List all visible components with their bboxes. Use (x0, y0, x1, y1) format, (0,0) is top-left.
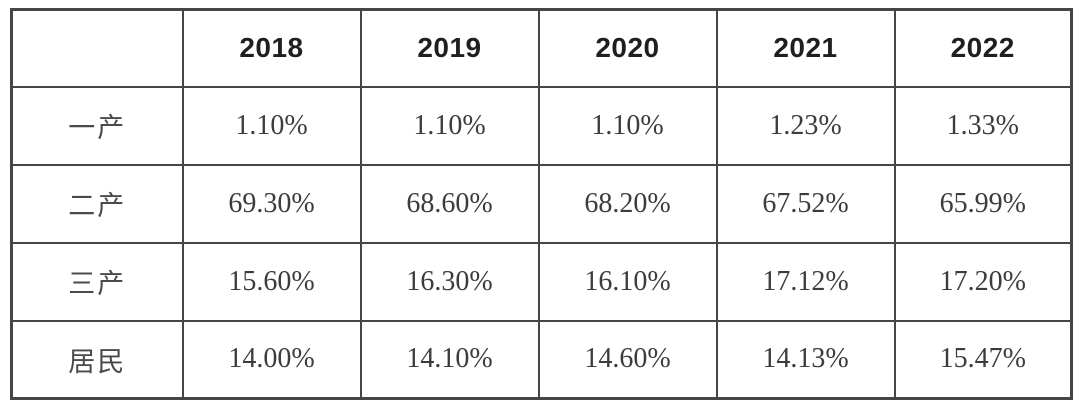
table-row-tertiary-industry: 三产 15.60% 16.30% 16.10% 17.12% 17.20% (10, 241, 1073, 322)
table-cell: 17.12% (715, 241, 896, 322)
data-table: 2018 2019 2020 2021 2022 一产 1.10% 1.10% … (10, 8, 1073, 400)
column-header-2020: 2020 (537, 8, 718, 88)
table-cell: 69.30% (181, 163, 362, 244)
row-label-tertiary-industry: 三产 (10, 241, 184, 322)
table-row-primary-industry: 一产 1.10% 1.10% 1.10% 1.23% 1.33% (10, 85, 1073, 166)
table-cell: 68.60% (359, 163, 540, 244)
table-cell: 14.10% (359, 319, 540, 400)
column-header-2018: 2018 (181, 8, 362, 88)
row-label-primary-industry: 一产 (10, 85, 184, 166)
table-cell: 1.10% (359, 85, 540, 166)
table-cell: 68.20% (537, 163, 718, 244)
table-cell: 14.13% (715, 319, 896, 400)
corner-cell (10, 8, 184, 88)
column-header-2022: 2022 (893, 8, 1073, 88)
table-cell: 16.10% (537, 241, 718, 322)
row-label-residents: 居民 (10, 319, 184, 400)
table-cell: 15.60% (181, 241, 362, 322)
table-cell: 17.20% (893, 241, 1073, 322)
table-cell: 14.00% (181, 319, 362, 400)
column-header-2021: 2021 (715, 8, 896, 88)
row-label-secondary-industry: 二产 (10, 163, 184, 244)
table-cell: 14.60% (537, 319, 718, 400)
column-header-2019: 2019 (359, 8, 540, 88)
table-cell: 67.52% (715, 163, 896, 244)
table-row-residents: 居民 14.00% 14.10% 14.60% 14.13% 15.47% (10, 319, 1073, 400)
table-cell: 15.47% (893, 319, 1073, 400)
table-cell: 1.10% (181, 85, 362, 166)
header-row: 2018 2019 2020 2021 2022 (10, 8, 1073, 88)
table-cell: 1.33% (893, 85, 1073, 166)
table-row-secondary-industry: 二产 69.30% 68.60% 68.20% 67.52% 65.99% (10, 163, 1073, 244)
table-cell: 16.30% (359, 241, 540, 322)
table-cell: 1.10% (537, 85, 718, 166)
table-cell: 1.23% (715, 85, 896, 166)
table-cell: 65.99% (893, 163, 1073, 244)
